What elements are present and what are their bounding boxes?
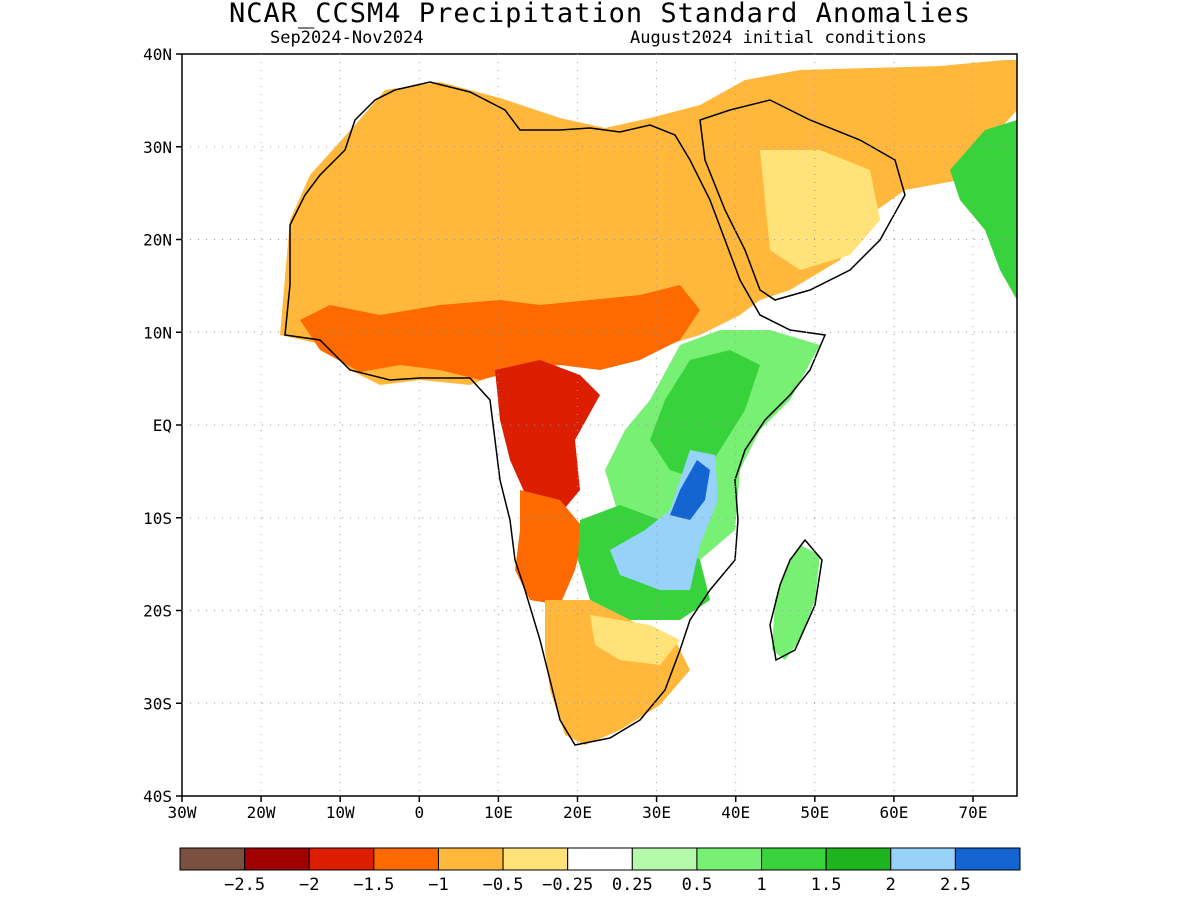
legend-swatch	[631, 847, 698, 871]
legend-label: 1.5	[811, 875, 842, 895]
legend-label: 0.25	[612, 875, 653, 895]
legend-swatch	[825, 847, 892, 871]
india-green-region	[950, 120, 1017, 300]
anomaly-shading	[280, 60, 1017, 745]
madagascar-region	[772, 545, 820, 660]
legend-swatch	[373, 847, 439, 871]
arabia-coastline	[699, 99, 906, 301]
legend-swatch	[954, 847, 1021, 871]
southern-light-region	[590, 615, 680, 665]
madagascar-coastline	[769, 538, 823, 662]
legend-label: −1.5	[353, 875, 394, 895]
lon-label: 10E	[484, 803, 513, 822]
legend-label: 0.5	[682, 875, 713, 895]
lon-label: 20W	[247, 803, 276, 822]
lon-label: 10W	[326, 803, 355, 822]
legend-swatch	[502, 847, 569, 871]
forecast-period: Sep2024-Nov2024	[270, 28, 424, 48]
legend-label: 2.5	[940, 875, 971, 895]
lon-label: 0	[414, 803, 424, 822]
legend-label: 1	[756, 875, 766, 895]
lat-label: 40S	[143, 787, 172, 806]
legend-swatch	[696, 847, 763, 871]
lon-label: 30E	[642, 803, 671, 822]
legend-label: −2.5	[224, 875, 265, 895]
lon-label: 30W	[168, 803, 197, 822]
legend-label: −1	[428, 875, 448, 895]
lat-label: 40N	[143, 45, 172, 64]
congo-orange-region	[515, 490, 585, 605]
sahel-red-band	[300, 285, 700, 380]
lat-label: 20N	[143, 231, 172, 250]
legend-swatch	[308, 847, 375, 871]
coastlines	[284, 81, 906, 746]
lat-label: 20S	[143, 602, 172, 621]
lon-label: 40E	[721, 803, 750, 822]
lat-label: 30N	[143, 138, 172, 157]
lon-label: 20E	[563, 803, 592, 822]
lat-label: EQ	[153, 416, 172, 435]
lat-label: 10S	[143, 509, 172, 528]
initial-conditions: August2024 initial conditions	[630, 28, 927, 48]
east-africa-green-dark	[650, 350, 760, 480]
legend-label: 2	[886, 875, 896, 895]
blue-anomaly-core	[670, 460, 710, 520]
legend-swatch	[179, 847, 246, 871]
lat-label: 10N	[143, 323, 172, 342]
legend-label: −0.25	[542, 875, 593, 895]
africa-coastline	[284, 81, 827, 746]
lon-label: 70E	[959, 803, 988, 822]
legend-label: −0.5	[483, 875, 524, 895]
arabia-light-region	[760, 150, 880, 270]
legend-swatch	[437, 847, 504, 871]
congo-red-region	[495, 360, 600, 520]
legend-label: −2	[299, 875, 319, 895]
lon-label: 60E	[879, 803, 908, 822]
color-legend: −2.5 −2 −1.5 −1 −0.5 −0.25 0.25 0.5 1 1.5 2 2.5	[179, 847, 1021, 895]
legend-swatch	[244, 847, 310, 871]
lat-label: 30S	[143, 694, 172, 713]
legend-swatch	[567, 847, 633, 871]
legend-swatch	[761, 847, 827, 871]
lon-label: 50E	[800, 803, 829, 822]
map-title: NCAR_CCSM4 Precipitation Standard Anomal…	[229, 0, 971, 29]
legend-swatch	[890, 847, 956, 871]
